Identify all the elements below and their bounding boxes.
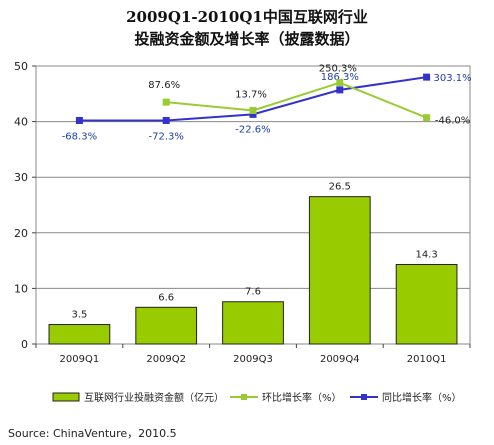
x-tick-label: 2009Q2: [146, 354, 186, 365]
bar: [308, 196, 371, 345]
legend-label-bar: 互联网行业投融资金额（亿元）: [84, 393, 224, 404]
chart-title-line2: 投融资金额及增长率（披露数据）: [134, 30, 360, 48]
bar: [222, 301, 284, 345]
y-tick-label: 20: [14, 227, 28, 240]
bar-value-label: 7.6: [245, 287, 261, 298]
qoq-marker: [336, 79, 344, 87]
legend-item-yoy: 同比增长率（%）: [350, 389, 462, 404]
qoq-label: -46.0%: [435, 116, 470, 127]
legend-item-bar: 互联网行业投融资金额（亿元）: [52, 389, 224, 404]
qoq-label: 87.6%: [148, 80, 180, 91]
yoy-marker: [162, 116, 170, 124]
y-tick-label: 40: [14, 116, 28, 129]
qoq-marker: [162, 98, 170, 106]
x-tick-label: 2009Q4: [320, 354, 360, 365]
bar-value-label: 6.6: [158, 292, 174, 303]
yoy-marker: [249, 110, 257, 118]
yoy-label: -72.3%: [149, 131, 184, 142]
y-tick-label: 0: [21, 338, 28, 351]
x-tick-label: 2009Q3: [233, 354, 273, 365]
qoq-label: 13.7%: [235, 89, 267, 100]
y-tick-label: 30: [14, 171, 28, 184]
bar-value-label: 26.5: [329, 182, 351, 193]
bar-value-label: 14.3: [415, 249, 437, 260]
yoy-label: -68.3%: [62, 131, 97, 142]
legend-bar-swatch: [52, 392, 80, 401]
legend-item-qoq: 环比增长率（%）: [230, 389, 342, 404]
bar-value-label: 3.5: [71, 310, 87, 321]
y-tick-label: 50: [14, 60, 28, 73]
legend-label-qoq: 环比增长率（%）: [262, 393, 342, 404]
yoy-label: 303.1%: [434, 73, 472, 84]
bar: [135, 306, 198, 345]
bar: [395, 263, 458, 345]
chart-title-line1: 2009Q1-2010Q1中国互联网行业: [126, 8, 368, 26]
legend-yoy-swatch: [350, 393, 378, 400]
yoy-marker: [423, 73, 431, 81]
legend-label-yoy: 同比增长率（%）: [382, 393, 462, 404]
qoq-line: [166, 81, 427, 119]
qoq-label: 250.3%: [319, 64, 357, 75]
legend-qoq-swatch: [230, 393, 258, 400]
yoy-label: -22.6%: [235, 124, 270, 135]
x-tick-label: 2010Q1: [407, 354, 447, 365]
chart-legend: 互联网行业投融资金额（亿元） 环比增长率（%） 同比增长率（%）: [0, 385, 494, 405]
y-tick-label: 10: [14, 282, 28, 295]
yoy-marker: [336, 86, 344, 94]
qoq-marker: [249, 106, 257, 114]
yoy-label: 186.3%: [321, 72, 359, 83]
x-tick-label: 2009Q1: [60, 354, 100, 365]
qoq-marker: [423, 114, 431, 122]
yoy-marker: [75, 116, 83, 124]
source-note: Source: ChinaVenture，2010.5: [8, 427, 177, 440]
bar: [48, 324, 111, 345]
